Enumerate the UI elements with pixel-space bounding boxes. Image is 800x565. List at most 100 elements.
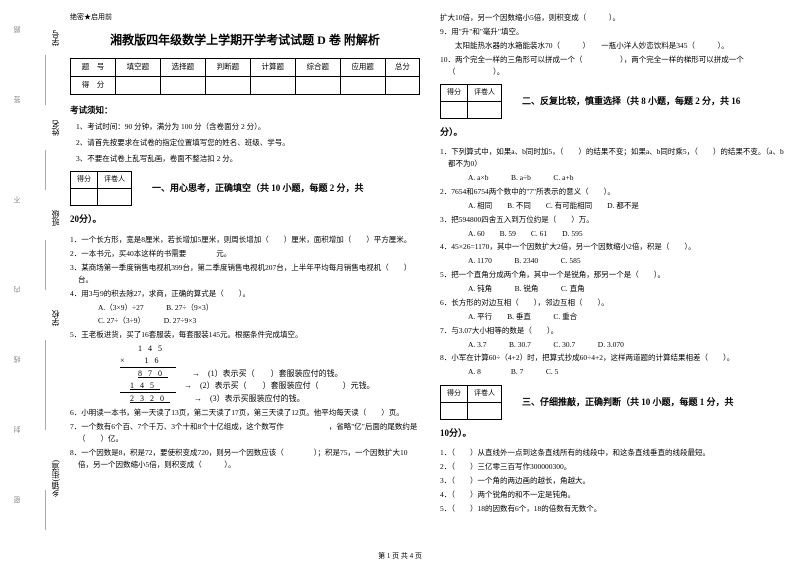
mult-partial: 145 — [120, 380, 160, 392]
mini-cell — [71, 189, 98, 206]
question: 10．两个完全一样的三角形可以拼成一个（ ），两个完全一样的梯形可以拼成一个（ … — [440, 54, 790, 78]
seal-text: 密 — [12, 490, 22, 503]
question: 1．（ ）从直线外一点到这条直线所有的线段中，和这条直线垂直的线段最短。 — [440, 447, 790, 459]
option: C. 27÷（3÷9） D. 27÷9×3 — [70, 315, 420, 328]
multiplication-work: 145 × 16 870 → (1）表示买（ ）套服装应付的钱。 145 → (2）… — [70, 343, 420, 405]
page-footer: 第 1 页 共 4 页 — [0, 551, 800, 561]
question: 7．与3.07大小相等的数是（ ）。 — [440, 325, 790, 337]
question: 2．7654和6754两个数中的"7"所表示的意义（ ）。 — [440, 186, 790, 198]
side-rule — [45, 150, 46, 190]
mult-num: 145 — [138, 344, 168, 353]
side-rule — [45, 240, 46, 290]
exam-title: 湘教版四年级数学上学期开学考试试题 D 卷 附解析 — [70, 30, 420, 50]
mini-label: 得分 — [71, 172, 98, 189]
section-title: 三、仔细推敲，正确判断（共 10 小题，每题 1 分，共 — [502, 385, 734, 420]
score-header: 应用题 — [340, 59, 385, 77]
mini-score: 得分评卷人 — [440, 84, 502, 119]
question: 1．下列算式中，如果a、b同时加5，（ ）的结果不变；如果a、b同时乘5，（ ）… — [440, 146, 790, 170]
question: 6．小明读一本书，第一天读了13页，第二天读了17页，第三天读了12页。他平均每… — [70, 407, 420, 419]
mini-cell — [441, 101, 468, 118]
score-cell — [340, 77, 385, 95]
option: A. 8 B. 7 C. 5 — [440, 366, 790, 379]
question: 2．一本书元，买40本这样的书需要 元。 — [70, 248, 420, 260]
score-cell — [250, 77, 295, 95]
question: 4．用3与9的积去除27，求商，正确的算式是（ ）。 — [70, 288, 420, 300]
table-row: 题 号 填空题 选择题 判断题 计算题 综合题 应用题 总分 — [71, 59, 420, 77]
score-label: 得 分 — [71, 77, 116, 95]
question: 3．把594800四舍五入到万位约是（ ）万。 — [440, 214, 790, 226]
label-class: 班级 — [50, 210, 61, 226]
mult-op: × 16 — [120, 356, 165, 365]
question: 1．一个长方形，宽是8厘米，若长增加5厘米，则周长增加（ ）厘米，面积增加（ ）… — [70, 234, 420, 246]
score-header: 判断题 — [205, 59, 250, 77]
option: A. a×b B. a÷b C. a+b — [440, 172, 790, 185]
section-header: 得分评卷人 二、反复比较，慎重选择（共 8 小题，每题 2 分，共 16 — [440, 84, 790, 119]
notice-item: 2、请首先按要求在试卷的指定位置填写您的姓名、班级、学号。 — [70, 137, 420, 150]
option: A. 1170 B. 2340 C. 585 — [440, 255, 790, 268]
option: A. 平行 B. 垂直 C. 重合 — [440, 311, 790, 324]
score-table: 题 号 填空题 选择题 判断题 计算题 综合题 应用题 总分 得 分 — [70, 58, 420, 95]
mini-cell — [441, 402, 468, 419]
score-header: 题 号 — [71, 59, 116, 77]
score-header: 选择题 — [160, 59, 205, 77]
binding-margin: 学号 姓名 班级 学校 乡镇(街道) 题 签 不 内 线 封 密 — [0, 0, 70, 565]
mini-score: 得分评卷人 — [440, 385, 502, 420]
side-rule — [45, 490, 46, 530]
mult-desc: → (2）表示买（ ）套服装应付（ ）元钱。 — [184, 380, 375, 392]
mult-result: 2320 — [120, 393, 170, 405]
score-header: 填空题 — [115, 59, 160, 77]
score-header: 综合题 — [295, 59, 340, 77]
notice-heading: 考试须知： — [70, 103, 420, 117]
question: 2．（ ）三亿零三百写作300000300。 — [440, 461, 790, 473]
question: 8．一个因数是8，积是72，要使积变成720，则另一个因数应该（ ）；积是75，… — [70, 447, 420, 471]
label-student-id: 学号 — [50, 30, 61, 46]
score-header: 总分 — [385, 59, 419, 77]
mini-score: 得分评卷人 — [70, 171, 132, 206]
mult-partial: 870 — [120, 368, 168, 380]
section-title: 二、反复比较，慎重选择（共 8 小题，每题 2 分，共 16 — [502, 84, 740, 119]
option: A. 60 B. 59 C. 61 D. 595 — [440, 228, 790, 241]
option: A. 3.7 B. 30.7 C. 30.7 D. 3.070 — [440, 339, 790, 352]
seal-text: 不 — [12, 190, 22, 203]
label-town: 乡镇(街道) — [50, 460, 61, 497]
option: A.（3×9）÷27 B. 27÷（9×3） — [70, 302, 420, 315]
question: 3．某商场第一季度销售电视机399台，第二季度销售电视机207台，上半年平均每月… — [70, 262, 420, 286]
option: A. 相同 B. 不同 C. 有可能相同 D. 都不是 — [440, 200, 790, 213]
mini-label: 得分 — [441, 386, 468, 403]
seal-text: 签 — [12, 90, 22, 103]
section-header: 得分评卷人 三、仔细推敲，正确判断（共 10 小题，每题 1 分，共 — [440, 385, 790, 420]
question: 4．（ ）两个锐角的和不一定是钝角。 — [440, 489, 790, 501]
question-cont: 扩大10倍，另一个因数缩小5倍，则积变成（ ）。 — [440, 12, 790, 24]
score-cell — [115, 77, 160, 95]
question: 6．长方形的对边互相（ ），邻边互相（ ）。 — [440, 297, 790, 309]
question: 4．45×26=1170，其中一个因数扩大2倍，另一个因数缩小2倍，积是（ ）。 — [440, 241, 790, 253]
seal-text: 内 — [12, 280, 22, 293]
section-points: 20分）。 — [70, 212, 420, 227]
column-right: 扩大10倍，另一个因数缩小5倍，则积变成（ ）。 9．用"升"和"毫升"填空。 … — [440, 12, 790, 552]
seal-text: 封 — [12, 420, 22, 433]
side-rule — [45, 55, 46, 105]
label-school: 学校 — [50, 310, 61, 326]
notice-item: 3、不要在试卷上乱写乱画，卷面不整洁扣 2 分。 — [70, 153, 420, 166]
section-header: 得分评卷人 一、用心思考，正确填空（共 10 小题，每题 2 分，共 — [70, 171, 420, 206]
score-cell — [295, 77, 340, 95]
question: 7．一个数有6个百、7个千万、3个十和8个十亿组成，这个数写作 ，省略"亿"后面… — [70, 421, 420, 445]
table-row: 得 分 — [71, 77, 420, 95]
mult-desc: → (3）表示买服装应付的钱。 — [194, 393, 305, 405]
side-rule — [45, 340, 46, 430]
section-title: 一、用心思考，正确填空（共 10 小题，每题 2 分，共 — [132, 171, 364, 206]
column-left: 绝密★启用前 湘教版四年级数学上学期开学考试试题 D 卷 附解析 题 号 填空题… — [70, 12, 420, 552]
mult-desc: → (1）表示买（ ）套服装应付的钱。 — [192, 368, 343, 380]
mini-cell — [468, 101, 502, 118]
page-content: 绝密★启用前 湘教版四年级数学上学期开学考试试题 D 卷 附解析 题 号 填空题… — [70, 12, 790, 552]
mini-cell — [98, 189, 132, 206]
mini-cell — [468, 402, 502, 419]
mini-label: 评卷人 — [98, 172, 132, 189]
notice-item: 1、考试时间：90 分钟，满分为 100 分（含卷面分 2 分）。 — [70, 121, 420, 134]
mini-label: 评卷人 — [468, 386, 502, 403]
question: 5．把一个直角分成两个角，其中一个是锐角，那另一个是（ ）。 — [440, 269, 790, 281]
mini-label: 得分 — [441, 85, 468, 102]
question: 8．小军在计算60÷（4+2）时，把算式抄成60÷4+2，这样两道题的计算结果相… — [440, 352, 790, 364]
score-cell — [160, 77, 205, 95]
seal-text: 线 — [12, 350, 22, 363]
